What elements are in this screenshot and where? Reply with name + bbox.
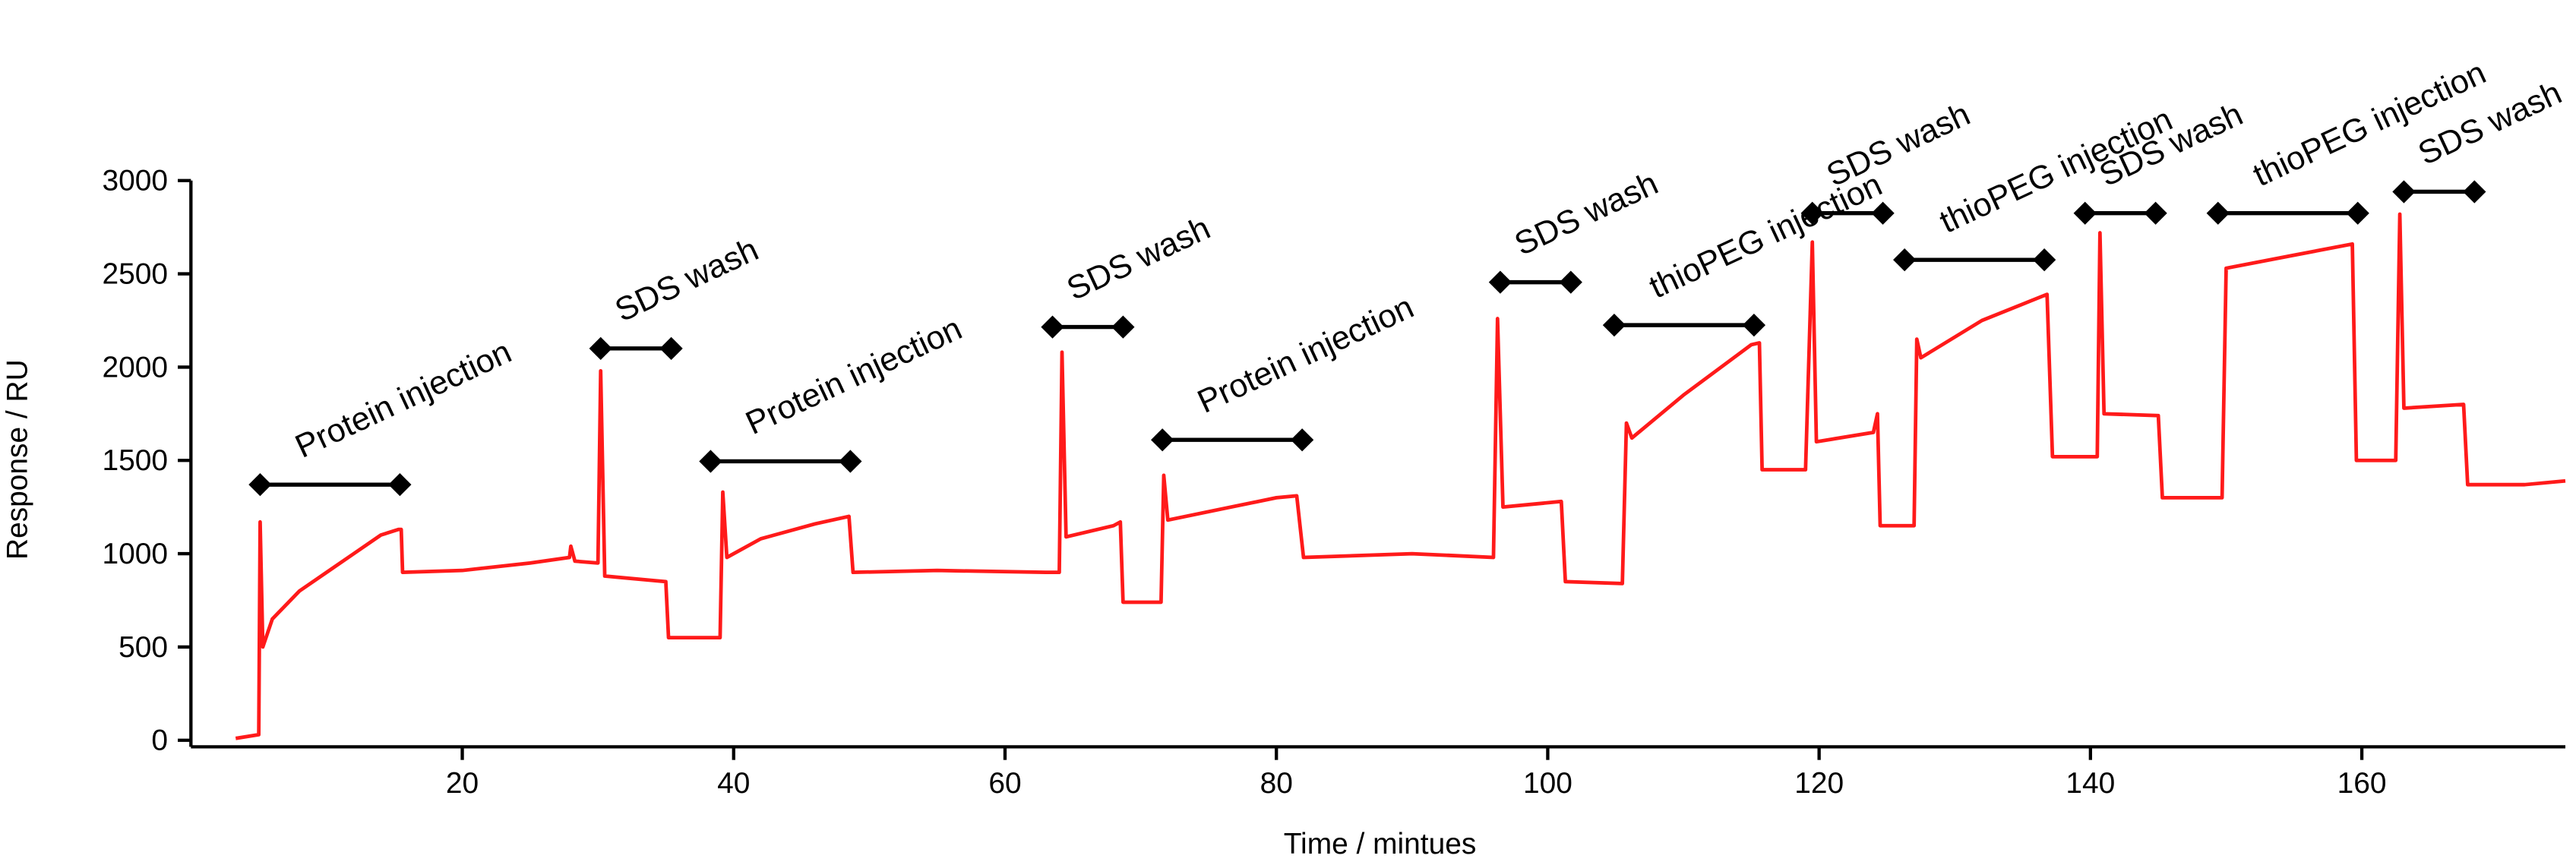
annotation-label: SDS wash — [1822, 96, 1976, 194]
annotation-label: SDS wash — [610, 232, 764, 330]
x-tick-label: 100 — [1523, 767, 1572, 800]
y-tick-label: 3000 — [103, 165, 169, 197]
y-tick-label: 0 — [151, 725, 168, 757]
annotation-diamond — [2206, 201, 2230, 225]
annotation-diamond — [1488, 270, 1512, 294]
annotation-diamond — [1291, 428, 1314, 452]
annotation-label: SDS wash — [1061, 210, 1215, 308]
annotation-label: Protein injection — [1192, 289, 1419, 420]
annotation-diamond — [1559, 270, 1582, 294]
y-tick-label: 1500 — [103, 444, 169, 477]
x-tick-label: 20 — [446, 767, 479, 800]
y-tick-label: 2500 — [103, 258, 169, 291]
annotation-diamond — [2073, 201, 2097, 225]
x-tick-label: 80 — [1260, 767, 1293, 800]
x-tick-label: 140 — [2066, 767, 2115, 800]
annotation-diamond — [1041, 315, 1064, 339]
annotation-diamond — [659, 336, 683, 360]
annotation-diamond — [1111, 315, 1135, 339]
x-tick-label: 120 — [1794, 767, 1844, 800]
annotation-diamond — [2144, 201, 2167, 225]
annotation-diamond — [1871, 201, 1895, 225]
x-tick-label: 160 — [2337, 767, 2387, 800]
annotation-diamond — [1893, 248, 1917, 272]
y-tick-label: 500 — [119, 631, 168, 664]
y-tick-label: 2000 — [103, 351, 169, 384]
annotation-label: Protein injection — [290, 333, 517, 465]
annotation-diamond — [2346, 201, 2369, 225]
y-tick-label: 1000 — [103, 538, 169, 570]
data-line — [235, 212, 2566, 740]
annotation-diamond — [1602, 314, 1626, 337]
annotation-diamond — [2392, 180, 2416, 204]
annotation-diamond — [699, 450, 722, 473]
annotation-diamond — [1151, 428, 1174, 452]
x-axis-label: Time / mintues — [1284, 828, 1477, 860]
annotation-diamond — [839, 450, 862, 473]
annotation-diamond — [1742, 314, 1766, 337]
annotation-label: Protein injection — [741, 310, 968, 441]
annotation-diamond — [388, 473, 412, 497]
x-tick-label: 40 — [717, 767, 750, 800]
annotation-diamond — [1800, 201, 1824, 225]
annotation-label: SDS wash — [1509, 165, 1664, 263]
annotation-diamond — [2463, 180, 2486, 204]
x-tick-label: 60 — [988, 767, 1021, 800]
annotation-diamond — [248, 473, 272, 497]
annotation-label: thioPEG injection — [1644, 166, 1888, 306]
y-axis-label: Response / RU — [2, 359, 34, 560]
annotation-diamond — [589, 336, 612, 360]
annotation-diamond — [2032, 248, 2056, 272]
